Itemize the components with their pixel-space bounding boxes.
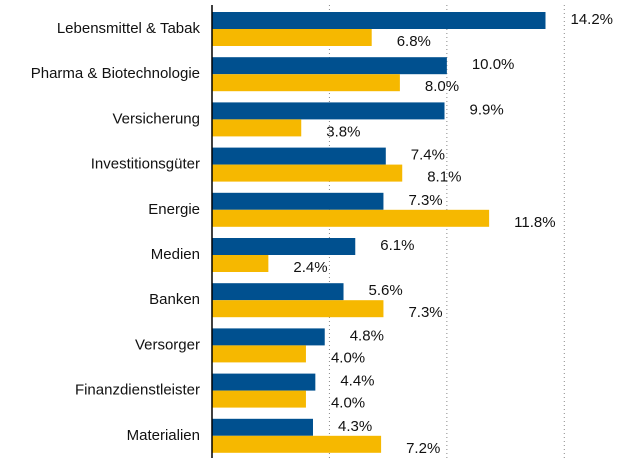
bar [212,328,325,346]
category-label: Versicherung [112,110,200,127]
value-label: 11.8% [514,214,555,231]
category-label: Banken [149,291,200,308]
bar [212,373,316,391]
value-label: 7.3% [408,304,442,321]
value-label: 4.3% [338,418,372,435]
value-label: 8.1% [427,169,461,186]
value-label: 7.2% [406,440,440,457]
value-label: 4.8% [350,327,384,344]
category-label: Energie [148,201,200,218]
value-label: 6.8% [397,33,431,50]
value-label: 7.4% [411,147,445,164]
bar [212,300,384,318]
value-label: 8.0% [425,78,459,95]
value-label: 6.1% [380,237,414,254]
bar [212,390,306,408]
value-label: 4.0% [331,349,365,366]
category-label: Lebensmittel & Tabak [57,20,201,37]
value-label: 14.2% [570,11,613,28]
category-label: Pharma & Biotechnologie [31,65,200,82]
value-label: 5.6% [369,282,403,299]
bar [212,209,490,227]
bar [212,418,313,436]
bar [212,147,386,165]
value-label: 4.0% [331,395,365,412]
bar [212,29,372,46]
value-label: 9.9% [470,101,504,118]
bar [212,255,269,272]
value-label: 10.0% [472,56,515,73]
category-label: Finanzdienstleister [75,382,200,399]
bar [212,345,306,363]
value-label: 2.4% [293,259,327,276]
category-label: Versorger [135,336,200,353]
bar [212,57,447,75]
bar [212,74,400,92]
category-label: Materialien [127,427,200,444]
bar [212,435,382,453]
value-label: 7.3% [408,192,442,209]
value-label: 4.4% [340,373,374,390]
bar [212,283,344,301]
category-label: Medien [151,246,200,263]
bar [212,12,546,29]
bar [212,119,302,137]
value-label: 3.8% [326,123,360,140]
category-label: Investitionsgüter [91,156,200,173]
bar [212,238,356,255]
bar [212,164,403,182]
bar [212,102,445,120]
bar [212,192,384,210]
